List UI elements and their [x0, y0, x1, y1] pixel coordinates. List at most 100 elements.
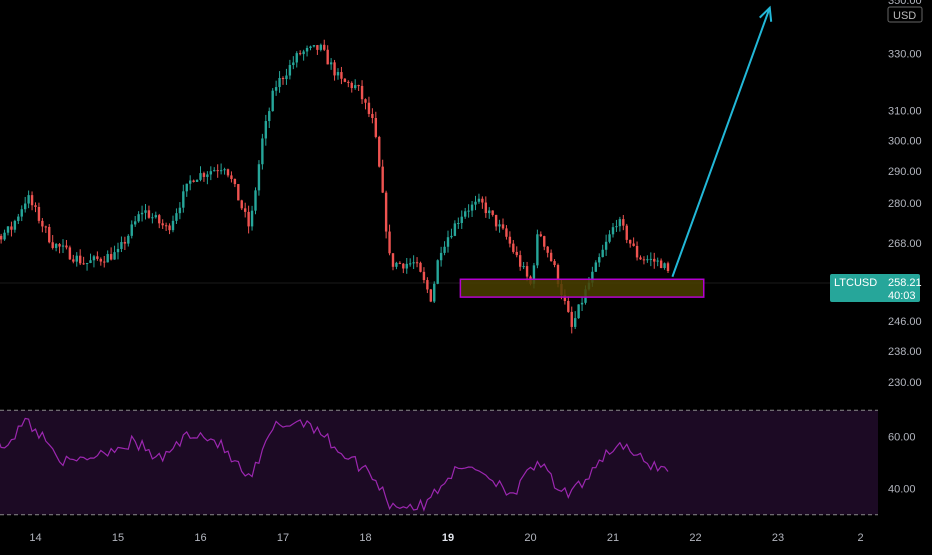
- price-tick-label: 330.00: [888, 49, 922, 61]
- projection-line[interactable]: [671, 7, 771, 278]
- price-tick-label: 350.00: [888, 0, 922, 7]
- price-axis[interactable]: 350.00 330.00 310.00 300.00 290.00 280.00 268.…: [888, 0, 922, 496]
- time-tick-label: 15: [112, 532, 124, 544]
- candle: [72, 254, 75, 264]
- time-tick-label: 19: [442, 532, 454, 544]
- price-tick-label: 280.00: [888, 198, 922, 210]
- candle: [82, 256, 85, 265]
- price-tick-label: 290.00: [888, 166, 922, 178]
- price-tick-label: 310.00: [888, 105, 922, 117]
- candle: [518, 250, 522, 271]
- candle: [175, 208, 178, 224]
- candle: [30, 191, 34, 211]
- candle: [68, 245, 72, 260]
- candle: [415, 257, 419, 268]
- candle: [632, 237, 635, 247]
- candle: [96, 251, 99, 261]
- candle: [164, 222, 168, 231]
- candle: [364, 98, 367, 110]
- candle: [457, 217, 460, 229]
- candle: [405, 257, 408, 274]
- candle: [395, 261, 398, 270]
- candle: [470, 201, 474, 217]
- candle: [433, 281, 436, 304]
- last-price-tag: LTCUSD 258.21 40:03: [830, 274, 922, 302]
- candle: [501, 218, 505, 230]
- support-zone[interactable]: [459, 278, 705, 298]
- candle: [549, 249, 553, 262]
- candle: [319, 43, 323, 52]
- candle: [250, 205, 254, 231]
- candle: [505, 225, 508, 240]
- candle: [309, 45, 312, 51]
- candle: [642, 256, 646, 265]
- support-zone-box[interactable]: [459, 278, 705, 298]
- candle: [27, 190, 30, 209]
- candle: [378, 135, 381, 168]
- candle: [340, 66, 343, 85]
- candle: [292, 56, 295, 70]
- candle: [604, 234, 608, 256]
- candle: [477, 193, 481, 204]
- candle: [161, 219, 164, 229]
- price-tick-label: 238.00: [888, 346, 922, 358]
- time-tick-label: 22: [689, 532, 701, 544]
- projection-arrow[interactable]: [671, 5, 773, 278]
- candle: [305, 45, 309, 57]
- candle: [573, 311, 577, 330]
- candle: [61, 239, 65, 254]
- candle: [460, 210, 463, 229]
- candle: [608, 230, 611, 244]
- arrow-head: [759, 5, 773, 22]
- candle: [539, 231, 543, 238]
- candle: [316, 44, 319, 55]
- time-axis[interactable]: 14 15 16 17 18 19 20 21 22 23 2: [29, 532, 863, 544]
- candle: [20, 205, 23, 222]
- candle: [336, 68, 340, 80]
- candle: [264, 114, 268, 146]
- candle: [92, 254, 96, 268]
- candle: [13, 219, 17, 233]
- candle: [347, 80, 350, 88]
- candle: [195, 179, 199, 183]
- candle: [257, 160, 261, 196]
- candle: [446, 230, 450, 253]
- candle: [113, 245, 116, 260]
- candle: [494, 214, 498, 231]
- candle: [48, 224, 51, 244]
- candle: [23, 196, 27, 213]
- candle: [51, 235, 54, 250]
- candle: [498, 219, 501, 233]
- candle: [75, 252, 78, 267]
- candle: [247, 205, 250, 234]
- candle: [635, 241, 639, 261]
- candle: [450, 228, 453, 239]
- candle: [402, 263, 405, 274]
- candle: [625, 223, 628, 244]
- candle: [6, 226, 10, 236]
- candle: [653, 252, 656, 269]
- candle: [178, 202, 182, 220]
- candle: [323, 39, 326, 52]
- candle: [274, 80, 278, 96]
- candle: [302, 49, 305, 61]
- candle: [206, 171, 209, 185]
- candle: [343, 78, 347, 83]
- candle: [508, 231, 512, 248]
- candle: [622, 214, 625, 231]
- candle: [89, 253, 92, 264]
- candle: [656, 257, 659, 267]
- candle: [127, 234, 130, 247]
- candle: [120, 236, 123, 253]
- candle: [367, 96, 371, 118]
- price-tick-label: 268.00: [888, 238, 922, 250]
- candle: [408, 258, 412, 267]
- candle: [567, 296, 570, 313]
- time-tick-label: 2: [857, 532, 863, 544]
- candle: [103, 255, 106, 268]
- candle: [226, 168, 230, 178]
- candle: [137, 211, 140, 223]
- candle: [360, 80, 364, 104]
